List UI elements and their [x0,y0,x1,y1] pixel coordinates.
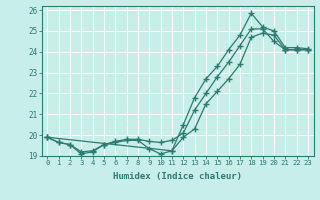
X-axis label: Humidex (Indice chaleur): Humidex (Indice chaleur) [113,172,242,181]
